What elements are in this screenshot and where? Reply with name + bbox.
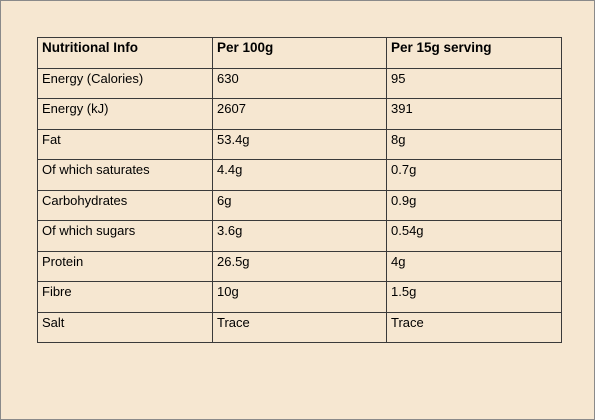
table-cell: 2607 [212,98,387,130]
table-row: Fibre 10g 1.5g [37,281,562,313]
table-cell: 0.9g [386,189,562,221]
table-cell: Trace [212,311,387,343]
table-cell: Protein [37,250,213,282]
table-cell: 95 [386,67,562,99]
table-row: Of which sugars 3.6g 0.54g [37,220,562,252]
table-cell: Energy (kJ) [37,98,213,130]
table-cell: 4g [386,250,562,282]
table-row: Of which saturates 4.4g 0.7g [37,159,562,191]
table-cell: 391 [386,98,562,130]
table-row: Salt Trace Trace [37,311,562,343]
header-cell: Nutritional Info [37,37,213,69]
table-row: Protein 26.5g 4g [37,250,562,282]
table-cell: Of which sugars [37,220,213,252]
header-cell: Per 100g [212,37,387,69]
table-cell: 0.7g [386,159,562,191]
table-cell: Fibre [37,281,213,313]
table-cell: 1.5g [386,281,562,313]
table-row: Fat 53.4g 8g [37,128,562,160]
header-row: Nutritional Info Per 100g Per 15g serving [37,37,562,69]
table-cell: 6g [212,189,387,221]
nutrition-table: Nutritional Info Per 100g Per 15g serving … [37,37,562,343]
table-body: Energy (Calories) 630 95 Energy (kJ) 2607 391… [37,67,562,343]
table-cell: Energy (Calories) [37,67,213,99]
table-row: Carbohydrates 6g 0.9g [37,189,562,221]
table-cell: Of which saturates [37,159,213,191]
table-cell: Carbohydrates [37,189,213,221]
table-row: Energy (kJ) 2607 391 [37,98,562,130]
table-cell: Salt [37,311,213,343]
table-cell: 53.4g [212,128,387,160]
table-cell: 3.6g [212,220,387,252]
table-cell: Trace [386,311,562,343]
table-cell: 630 [212,67,387,99]
table-cell: 8g [386,128,562,160]
table-cell: 4.4g [212,159,387,191]
table-cell: Fat [37,128,213,160]
table-cell: 0.54g [386,220,562,252]
table-cell: 26.5g [212,250,387,282]
header-cell: Per 15g serving [386,37,562,69]
table-row: Energy (Calories) 630 95 [37,67,562,99]
table-cell: 10g [212,281,387,313]
